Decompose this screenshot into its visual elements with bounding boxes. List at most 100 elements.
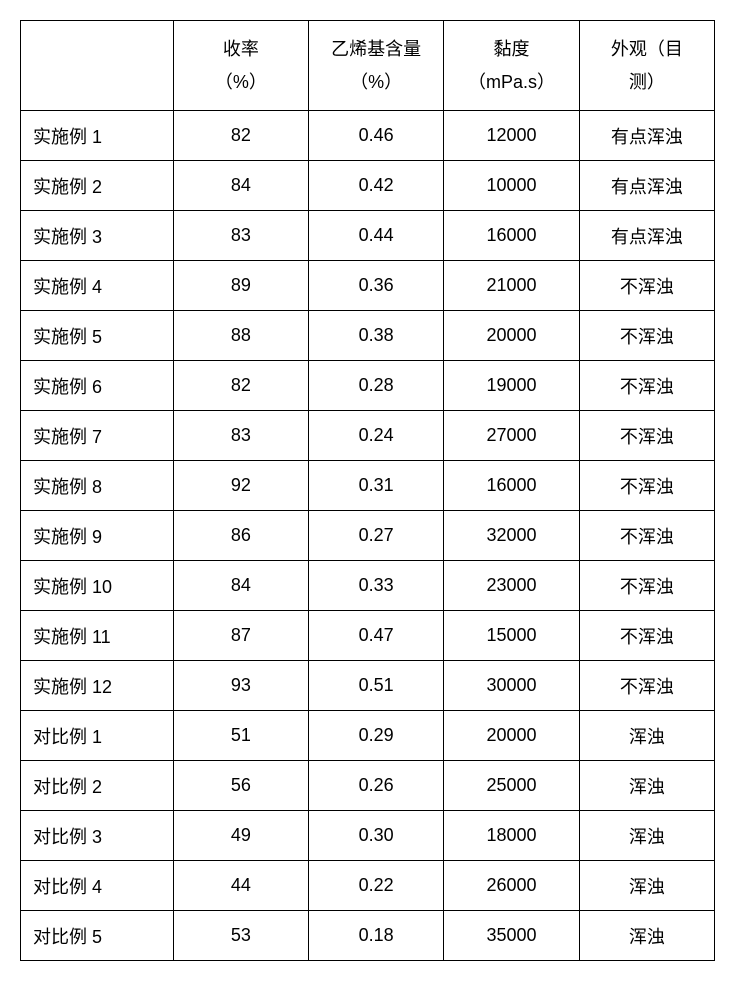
row-yield: 92 bbox=[173, 461, 308, 511]
row-vinyl: 0.36 bbox=[309, 261, 444, 311]
row-vinyl: 0.47 bbox=[309, 611, 444, 661]
table-row: 实施例 2840.4210000有点浑浊 bbox=[21, 161, 715, 211]
table-row: 实施例 11870.4715000不浑浊 bbox=[21, 611, 715, 661]
row-appearance: 不浑浊 bbox=[579, 311, 714, 361]
row-label: 实施例 11 bbox=[21, 611, 174, 661]
row-label: 实施例 2 bbox=[21, 161, 174, 211]
row-label: 实施例 6 bbox=[21, 361, 174, 411]
row-label: 对比例 4 bbox=[21, 861, 174, 911]
row-vinyl: 0.33 bbox=[309, 561, 444, 611]
table-row: 对比例 3490.3018000浑浊 bbox=[21, 811, 715, 861]
row-vinyl: 0.26 bbox=[309, 761, 444, 811]
row-viscosity: 19000 bbox=[444, 361, 579, 411]
row-appearance: 不浑浊 bbox=[579, 261, 714, 311]
row-viscosity: 30000 bbox=[444, 661, 579, 711]
row-appearance: 浑浊 bbox=[579, 911, 714, 961]
table-row: 实施例 4890.3621000不浑浊 bbox=[21, 261, 715, 311]
row-appearance: 不浑浊 bbox=[579, 611, 714, 661]
row-vinyl: 0.22 bbox=[309, 861, 444, 911]
row-viscosity: 20000 bbox=[444, 311, 579, 361]
row-yield: 82 bbox=[173, 361, 308, 411]
table-row: 对比例 1510.2920000浑浊 bbox=[21, 711, 715, 761]
header-empty bbox=[21, 21, 174, 111]
row-yield: 93 bbox=[173, 661, 308, 711]
header-vinyl-line1: 乙烯基含量 bbox=[331, 39, 421, 59]
row-vinyl: 0.28 bbox=[309, 361, 444, 411]
row-yield: 53 bbox=[173, 911, 308, 961]
row-yield: 87 bbox=[173, 611, 308, 661]
row-yield: 84 bbox=[173, 561, 308, 611]
row-viscosity: 16000 bbox=[444, 461, 579, 511]
row-yield: 83 bbox=[173, 211, 308, 261]
table-row: 实施例 8920.3116000不浑浊 bbox=[21, 461, 715, 511]
row-viscosity: 25000 bbox=[444, 761, 579, 811]
row-viscosity: 35000 bbox=[444, 911, 579, 961]
row-label: 对比例 5 bbox=[21, 911, 174, 961]
table-body: 实施例 1820.4612000有点浑浊实施例 2840.4210000有点浑浊… bbox=[21, 111, 715, 961]
row-vinyl: 0.18 bbox=[309, 911, 444, 961]
row-label: 实施例 8 bbox=[21, 461, 174, 511]
table-row: 实施例 10840.3323000不浑浊 bbox=[21, 561, 715, 611]
header-yield: 收率 （%） bbox=[173, 21, 308, 111]
row-label: 实施例 3 bbox=[21, 211, 174, 261]
header-viscosity-line2: （mPa.s） bbox=[468, 72, 555, 92]
table-row: 对比例 4440.2226000浑浊 bbox=[21, 861, 715, 911]
table-row: 对比例 5530.1835000浑浊 bbox=[21, 911, 715, 961]
header-appearance: 外观（目 测） bbox=[579, 21, 714, 111]
row-yield: 51 bbox=[173, 711, 308, 761]
header-yield-line1: 收率 bbox=[223, 39, 259, 59]
row-viscosity: 12000 bbox=[444, 111, 579, 161]
header-viscosity: 黏度 （mPa.s） bbox=[444, 21, 579, 111]
header-vinyl: 乙烯基含量 （%） bbox=[309, 21, 444, 111]
header-yield-line2: （%） bbox=[215, 72, 267, 92]
row-yield: 88 bbox=[173, 311, 308, 361]
row-label: 实施例 9 bbox=[21, 511, 174, 561]
row-yield: 44 bbox=[173, 861, 308, 911]
row-appearance: 有点浑浊 bbox=[579, 161, 714, 211]
table-row: 实施例 6820.2819000不浑浊 bbox=[21, 361, 715, 411]
table-row: 对比例 2560.2625000浑浊 bbox=[21, 761, 715, 811]
row-appearance: 浑浊 bbox=[579, 761, 714, 811]
row-viscosity: 15000 bbox=[444, 611, 579, 661]
row-label: 对比例 2 bbox=[21, 761, 174, 811]
row-appearance: 不浑浊 bbox=[579, 661, 714, 711]
row-vinyl: 0.27 bbox=[309, 511, 444, 561]
row-appearance: 不浑浊 bbox=[579, 511, 714, 561]
row-appearance: 有点浑浊 bbox=[579, 111, 714, 161]
table-header-row: 收率 （%） 乙烯基含量 （%） 黏度 （mPa.s） 外观（目 测） bbox=[21, 21, 715, 111]
row-vinyl: 0.30 bbox=[309, 811, 444, 861]
row-yield: 82 bbox=[173, 111, 308, 161]
row-viscosity: 10000 bbox=[444, 161, 579, 211]
row-viscosity: 20000 bbox=[444, 711, 579, 761]
table-row: 实施例 5880.3820000不浑浊 bbox=[21, 311, 715, 361]
row-label: 实施例 7 bbox=[21, 411, 174, 461]
row-label: 实施例 1 bbox=[21, 111, 174, 161]
row-appearance: 不浑浊 bbox=[579, 411, 714, 461]
row-vinyl: 0.24 bbox=[309, 411, 444, 461]
row-vinyl: 0.46 bbox=[309, 111, 444, 161]
row-vinyl: 0.42 bbox=[309, 161, 444, 211]
row-vinyl: 0.29 bbox=[309, 711, 444, 761]
header-vinyl-line2: （%） bbox=[350, 72, 402, 92]
row-yield: 83 bbox=[173, 411, 308, 461]
row-viscosity: 23000 bbox=[444, 561, 579, 611]
row-appearance: 不浑浊 bbox=[579, 461, 714, 511]
row-yield: 56 bbox=[173, 761, 308, 811]
row-viscosity: 26000 bbox=[444, 861, 579, 911]
row-viscosity: 18000 bbox=[444, 811, 579, 861]
row-appearance: 浑浊 bbox=[579, 861, 714, 911]
row-label: 对比例 1 bbox=[21, 711, 174, 761]
table-row: 实施例 3830.4416000有点浑浊 bbox=[21, 211, 715, 261]
header-viscosity-line1: 黏度 bbox=[493, 39, 529, 59]
header-appearance-line2: 测） bbox=[629, 72, 665, 92]
table-row: 实施例 1820.4612000有点浑浊 bbox=[21, 111, 715, 161]
header-appearance-line1: 外观（目 bbox=[611, 39, 683, 59]
row-label: 实施例 4 bbox=[21, 261, 174, 311]
table-row: 实施例 9860.2732000不浑浊 bbox=[21, 511, 715, 561]
row-label: 实施例 5 bbox=[21, 311, 174, 361]
row-vinyl: 0.38 bbox=[309, 311, 444, 361]
data-table: 收率 （%） 乙烯基含量 （%） 黏度 （mPa.s） 外观（目 测） 实施例 … bbox=[20, 20, 715, 961]
row-yield: 49 bbox=[173, 811, 308, 861]
row-label: 实施例 10 bbox=[21, 561, 174, 611]
row-appearance: 不浑浊 bbox=[579, 561, 714, 611]
